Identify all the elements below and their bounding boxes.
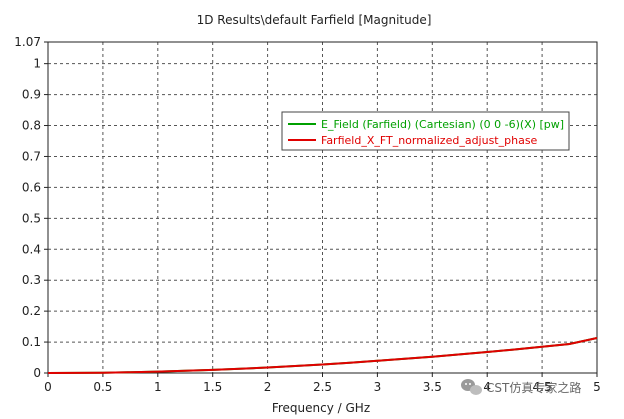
legend-label-1: E_Field (Farfield) (Cartesian) (0 0 -6)(… bbox=[321, 118, 564, 131]
y-tick-label: 0.6 bbox=[22, 180, 41, 194]
x-tick-label: 1 bbox=[154, 380, 162, 394]
x-axis: 0 0.5 1 1.5 2 2.5 3 3.5 4 4.5 5 bbox=[44, 373, 601, 394]
x-tick-label: 2 bbox=[264, 380, 272, 394]
x-tick-label: 4.5 bbox=[533, 380, 552, 394]
series-line-2 bbox=[47, 337, 598, 374]
y-tick-label: 0 bbox=[33, 366, 41, 380]
watermark: CST仿真专家之路 bbox=[461, 379, 581, 395]
x-tick-label: 1.5 bbox=[203, 380, 222, 394]
x-tick-label: 2.5 bbox=[313, 380, 332, 394]
series-group bbox=[47, 337, 598, 374]
x-tick-label: 3 bbox=[374, 380, 382, 394]
y-tick-label: 0.8 bbox=[22, 119, 41, 133]
y-tick-label: 0.7 bbox=[22, 149, 41, 163]
y-tick-label: 0.3 bbox=[22, 273, 41, 287]
y-tick-label: 0.2 bbox=[22, 304, 41, 318]
wechat-icon bbox=[461, 379, 482, 395]
y-tick-label: 0.1 bbox=[22, 335, 41, 349]
x-tick-label: 4 bbox=[483, 380, 491, 394]
x-tick-label: 5 bbox=[593, 380, 601, 394]
legend: E_Field (Farfield) (Cartesian) (0 0 -6)(… bbox=[281, 111, 570, 151]
legend-box bbox=[281, 111, 570, 151]
y-tick-label: 1.07 bbox=[14, 35, 41, 49]
x-axis-label: Frequency / GHz bbox=[272, 401, 370, 415]
y-tick-label: 1 bbox=[33, 57, 41, 71]
y-tick-label: 0.9 bbox=[22, 88, 41, 102]
y-axis: 0 0.1 0.2 0.3 0.4 0.5 0.6 0.7 0.8 0.9 1 1.07 bbox=[14, 35, 48, 380]
y-tick-label: 0.4 bbox=[22, 242, 41, 256]
x-tick-label: 0 bbox=[44, 380, 52, 394]
watermark-text: CST仿真专家之路 bbox=[486, 380, 581, 395]
chart-title: 1D Results\default Farfield [Magnitude] bbox=[197, 13, 432, 27]
y-tick-label: 0.5 bbox=[22, 211, 41, 225]
x-tick-label: 0.5 bbox=[93, 380, 112, 394]
legend-label-2: Farfield_X_FT_normalized_adjust_phase bbox=[321, 134, 538, 147]
x-tick-label: 3.5 bbox=[423, 380, 442, 394]
